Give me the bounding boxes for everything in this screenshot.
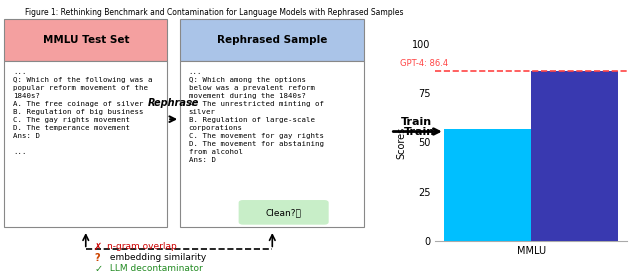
- Text: embedding similarity: embedding similarity: [108, 253, 207, 262]
- Text: Train: Train: [401, 117, 431, 127]
- Text: LLM decontaminator: LLM decontaminator: [108, 264, 203, 273]
- FancyBboxPatch shape: [239, 200, 329, 225]
- Y-axis label: Scores: Scores: [396, 126, 406, 159]
- Text: ✗: ✗: [94, 242, 102, 252]
- Text: Train: Train: [404, 127, 435, 136]
- Bar: [444, 129, 531, 241]
- Text: Rephrase: Rephrase: [148, 98, 199, 108]
- Text: n-gram overlap: n-gram overlap: [108, 242, 177, 251]
- Text: Rephrased Sample: Rephrased Sample: [217, 35, 328, 45]
- Text: GPT-4: 86.4: GPT-4: 86.4: [400, 59, 449, 68]
- Bar: [531, 72, 618, 241]
- FancyBboxPatch shape: [180, 19, 365, 61]
- Text: ✓: ✓: [94, 264, 102, 273]
- Text: MMLU Test Set: MMLU Test Set: [42, 35, 129, 45]
- Text: Figure 1: Rethinking Benchmark and Contamination for Language Models with Rephra: Figure 1: Rethinking Benchmark and Conta…: [25, 8, 404, 17]
- Text: ...
Q: Which among the options
below was a prevalent reform
movement during the : ... Q: Which among the options below was…: [189, 69, 324, 163]
- FancyBboxPatch shape: [4, 19, 167, 61]
- FancyBboxPatch shape: [180, 61, 365, 227]
- FancyBboxPatch shape: [4, 61, 167, 227]
- Text: Clean?🤔: Clean?🤔: [266, 208, 301, 217]
- Text: ...
Q: Which of the following was a
popular reform movement of the
1840s?
A. The: ... Q: Which of the following was a popu…: [13, 69, 152, 155]
- Text: ?: ?: [94, 253, 100, 262]
